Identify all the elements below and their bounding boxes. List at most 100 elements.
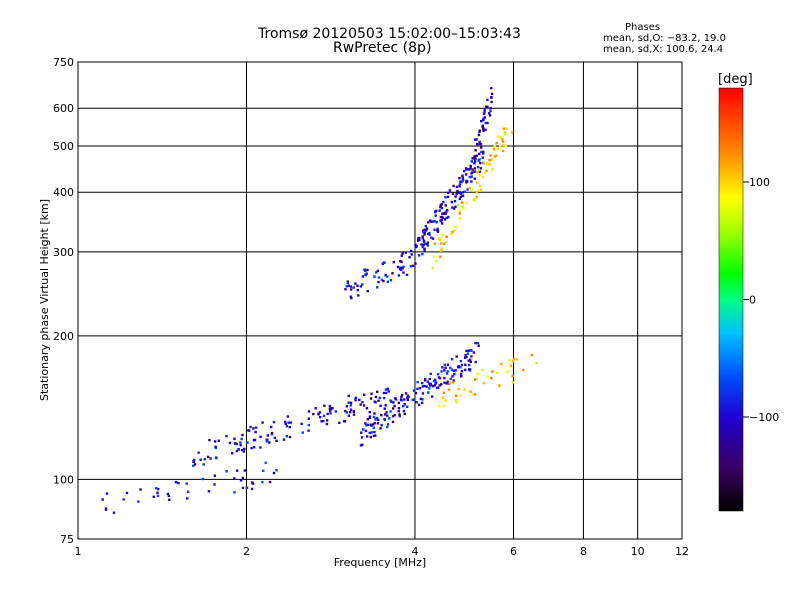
data-point <box>254 430 257 434</box>
data-point <box>365 435 369 438</box>
data-point <box>499 144 502 148</box>
data-point <box>468 358 472 361</box>
data-point <box>174 480 178 484</box>
phases-mean-o: mean, sd,O: −83.2, 19.0 <box>603 33 726 44</box>
data-point <box>445 216 448 220</box>
data-point <box>481 124 485 128</box>
data-point <box>419 397 423 401</box>
data-point <box>506 370 509 373</box>
data-point <box>502 140 505 143</box>
data-point <box>199 458 202 461</box>
data-point <box>391 420 395 424</box>
data-point <box>349 288 353 291</box>
data-point <box>423 228 426 231</box>
data-point <box>275 439 278 442</box>
data-point <box>459 192 463 196</box>
data-point <box>500 362 503 366</box>
data-point <box>448 189 452 192</box>
data-point <box>386 414 389 417</box>
data-point <box>478 158 481 161</box>
data-point <box>430 395 434 398</box>
data-point <box>460 363 464 367</box>
data-point <box>490 95 493 99</box>
data-point <box>461 179 464 183</box>
data-point <box>352 413 356 416</box>
data-point <box>458 209 461 213</box>
data-point <box>418 238 421 241</box>
data-point <box>192 464 195 467</box>
data-point <box>440 222 444 225</box>
data-point <box>458 183 462 186</box>
data-point <box>243 469 246 472</box>
data-point <box>372 434 376 438</box>
data-point <box>362 404 366 407</box>
data-point <box>436 227 439 231</box>
data-point <box>442 391 446 394</box>
chart-title: Tromsø 20120503 15:02:00–15:03:43 <box>258 26 521 42</box>
data-point <box>250 487 254 491</box>
data-point <box>436 229 439 232</box>
data-point <box>463 388 466 391</box>
data-point <box>481 156 485 159</box>
data-point <box>370 392 373 395</box>
data-point <box>441 366 444 369</box>
data-point <box>285 435 288 438</box>
data-point <box>443 212 446 215</box>
data-point <box>499 137 503 140</box>
data-point <box>233 477 236 480</box>
data-point <box>465 349 468 353</box>
data-point <box>478 152 481 156</box>
x-axis-label: Frequency [MHz] <box>334 556 426 569</box>
data-point <box>491 158 494 161</box>
data-point <box>475 195 478 199</box>
data-point <box>483 171 487 175</box>
data-point <box>360 431 363 434</box>
data-point <box>446 380 449 383</box>
data-point <box>403 412 406 416</box>
data-point <box>404 251 407 254</box>
data-point <box>434 214 437 217</box>
data-point <box>186 490 190 493</box>
data-point <box>228 441 232 445</box>
data-point <box>400 268 403 271</box>
data-point <box>478 130 481 134</box>
data-point <box>441 234 445 237</box>
data-point <box>490 376 493 380</box>
data-point <box>286 415 290 418</box>
data-point <box>420 243 423 246</box>
x-tick-label: 12 <box>675 545 689 558</box>
data-point <box>445 235 448 239</box>
data-point <box>405 405 409 408</box>
data-point <box>372 415 376 419</box>
data-point <box>307 429 310 432</box>
data-point <box>405 273 409 277</box>
data-point <box>354 398 357 402</box>
data-point <box>469 360 473 364</box>
data-point <box>401 404 405 408</box>
data-point <box>423 242 426 246</box>
data-point <box>206 455 210 459</box>
data-point <box>365 424 368 427</box>
data-point <box>268 480 272 484</box>
data-point <box>482 129 485 133</box>
data-point <box>511 360 514 363</box>
data-point <box>328 404 332 408</box>
data-point <box>456 203 460 207</box>
data-point <box>235 469 239 472</box>
data-point <box>452 380 455 384</box>
data-point <box>213 440 217 443</box>
data-point <box>429 384 432 387</box>
data-point <box>362 428 365 431</box>
data-point <box>275 469 278 472</box>
data-point <box>387 390 390 393</box>
data-point <box>270 425 273 429</box>
data-point <box>471 157 474 160</box>
chart-subtitle: RwPretec (8p) <box>333 40 432 56</box>
data-point <box>420 381 424 385</box>
data-point <box>480 150 483 154</box>
data-point <box>483 116 487 119</box>
data-point <box>384 404 387 407</box>
y-tick-label: 300 <box>53 246 74 259</box>
data-point <box>423 247 426 250</box>
x-tick-label: 10 <box>631 545 645 558</box>
